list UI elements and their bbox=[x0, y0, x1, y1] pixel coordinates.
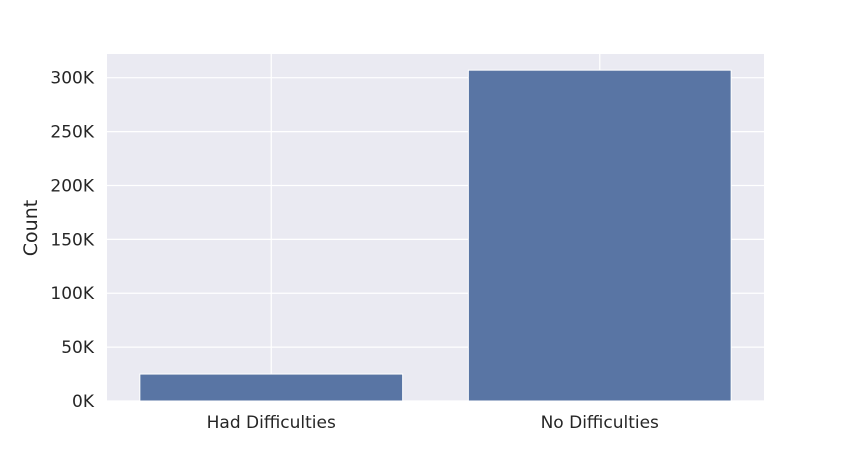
x-tick-label: Had Difficulties bbox=[207, 413, 336, 433]
bars bbox=[139, 69, 732, 402]
y-axis-title: Count bbox=[20, 200, 42, 256]
y-tick-label: 200K bbox=[50, 176, 94, 196]
y-tick-label: 150K bbox=[50, 230, 94, 250]
y-tick-label: 50K bbox=[61, 338, 95, 358]
x-tick-labels: Had Difficulties No Difficulties bbox=[207, 413, 659, 433]
bar-had-difficulties bbox=[139, 373, 404, 402]
bar-no-difficulties bbox=[467, 69, 732, 402]
y-tick-label: 250K bbox=[50, 123, 94, 143]
y-tick-label: 100K bbox=[50, 284, 94, 304]
y-tick-labels: 0K 50K 100K 150K 200K 250K 300K bbox=[50, 69, 94, 412]
x-tick-label: No Difficulties bbox=[541, 413, 659, 433]
y-tick-label: 0K bbox=[72, 392, 95, 412]
y-tick-label: 300K bbox=[50, 69, 94, 89]
